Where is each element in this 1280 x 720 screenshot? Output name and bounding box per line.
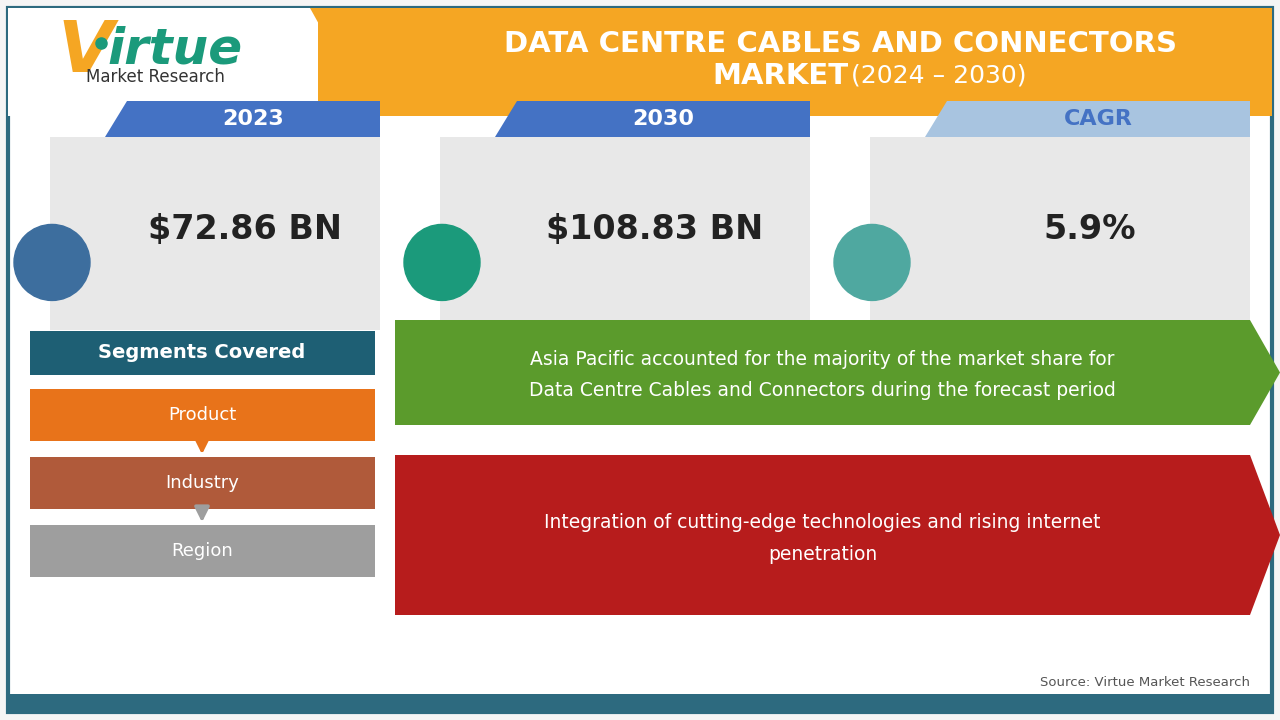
Text: Integration of cutting-edge technologies and rising internet: Integration of cutting-edge technologies… xyxy=(544,513,1101,531)
Text: Region: Region xyxy=(172,542,233,560)
FancyBboxPatch shape xyxy=(440,137,810,330)
FancyBboxPatch shape xyxy=(29,389,375,441)
Text: 2023: 2023 xyxy=(223,109,284,129)
Text: $72.86 BN: $72.86 BN xyxy=(148,213,342,246)
Text: Segments Covered: Segments Covered xyxy=(99,343,306,362)
Text: $108.83 BN: $108.83 BN xyxy=(547,213,764,246)
Polygon shape xyxy=(495,101,810,137)
FancyBboxPatch shape xyxy=(8,694,1272,712)
Text: Industry: Industry xyxy=(165,474,239,492)
Text: 5.9%: 5.9% xyxy=(1043,213,1137,246)
Text: Product: Product xyxy=(168,406,236,424)
Text: penetration: penetration xyxy=(768,545,877,564)
Polygon shape xyxy=(105,101,380,137)
Text: DATA CENTRE CABLES AND CONNECTORS: DATA CENTRE CABLES AND CONNECTORS xyxy=(503,30,1176,58)
Text: 2030: 2030 xyxy=(632,109,695,129)
FancyBboxPatch shape xyxy=(50,137,380,330)
FancyBboxPatch shape xyxy=(29,457,375,509)
Circle shape xyxy=(404,225,480,300)
Polygon shape xyxy=(396,320,1280,425)
FancyBboxPatch shape xyxy=(29,331,375,375)
Text: CAGR: CAGR xyxy=(1064,109,1133,129)
FancyBboxPatch shape xyxy=(8,8,317,116)
Polygon shape xyxy=(925,101,1251,137)
Polygon shape xyxy=(310,8,370,116)
Text: Market Research: Market Research xyxy=(86,68,224,86)
Polygon shape xyxy=(338,8,388,116)
FancyBboxPatch shape xyxy=(8,8,1272,116)
Text: (2024 – 2030): (2024 – 2030) xyxy=(844,64,1027,88)
Text: irtue: irtue xyxy=(108,25,243,73)
Polygon shape xyxy=(396,455,1280,615)
Text: Data Centre Cables and Connectors during the forecast period: Data Centre Cables and Connectors during… xyxy=(529,381,1116,400)
FancyBboxPatch shape xyxy=(29,525,375,577)
Circle shape xyxy=(835,225,910,300)
Text: MARKET: MARKET xyxy=(712,62,849,90)
Text: V: V xyxy=(58,17,113,86)
FancyBboxPatch shape xyxy=(8,8,1272,712)
Text: Asia Pacific accounted for the majority of the market share for: Asia Pacific accounted for the majority … xyxy=(530,351,1115,369)
Circle shape xyxy=(14,225,90,300)
FancyBboxPatch shape xyxy=(870,137,1251,330)
Text: Source: Virtue Market Research: Source: Virtue Market Research xyxy=(1039,675,1251,688)
